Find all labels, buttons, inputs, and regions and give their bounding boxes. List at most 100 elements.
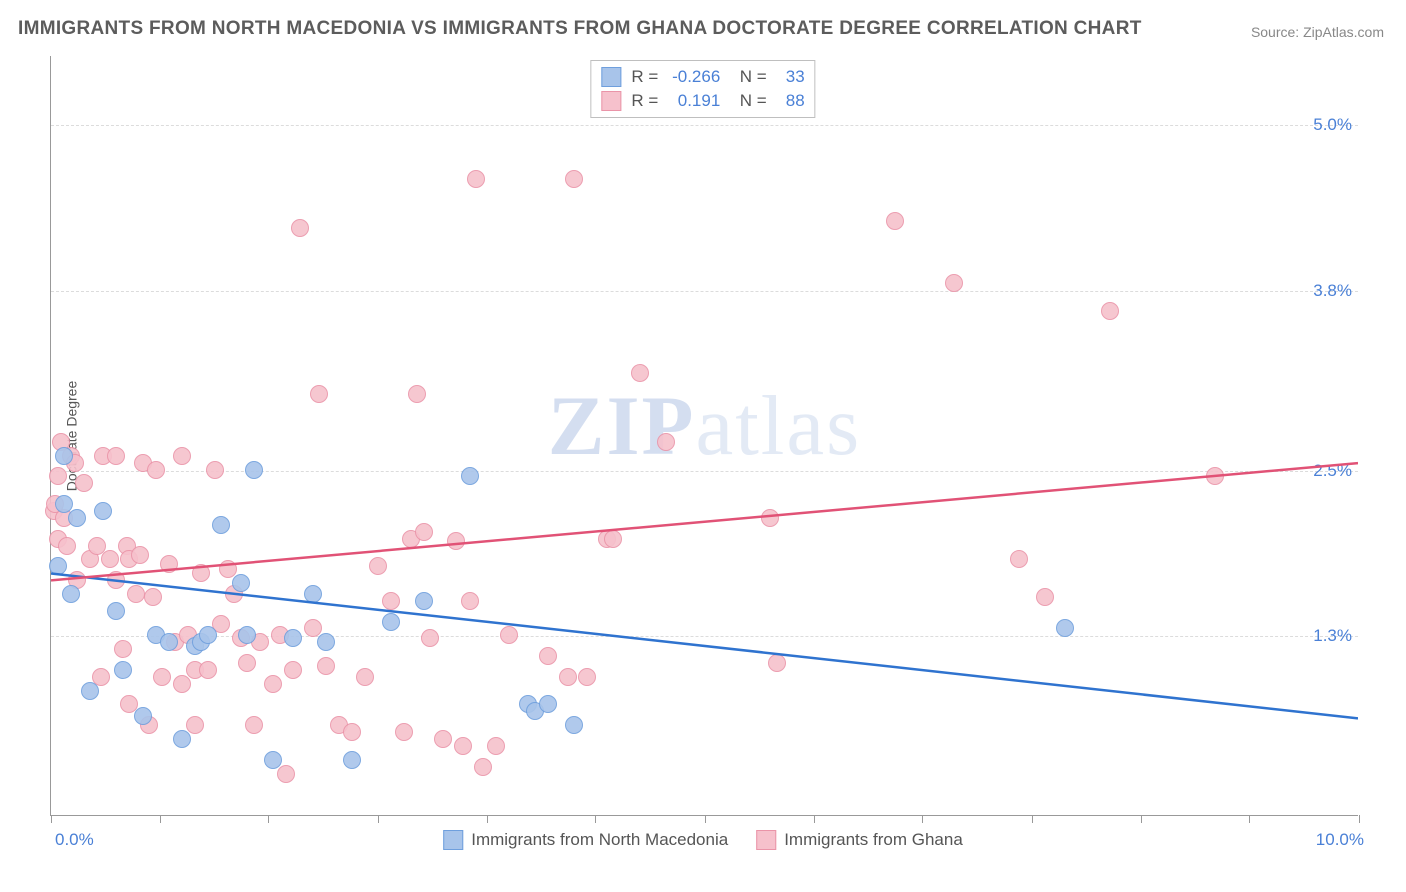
swatch-blue	[601, 67, 621, 87]
data-point-pink	[539, 647, 557, 665]
data-point-blue	[199, 626, 217, 644]
data-point-blue	[81, 682, 99, 700]
y-tick-label: 1.3%	[1313, 626, 1352, 646]
data-point-pink	[454, 737, 472, 755]
data-point-blue	[107, 602, 125, 620]
data-point-pink	[415, 523, 433, 541]
y-tick-label: 3.8%	[1313, 281, 1352, 301]
legend-row-blue: R = -0.266 N = 33	[601, 65, 804, 89]
x-tick	[1249, 815, 1250, 823]
data-point-pink	[147, 461, 165, 479]
data-point-pink	[144, 588, 162, 606]
source-label: Source: ZipAtlas.com	[1251, 24, 1384, 40]
data-point-blue	[134, 707, 152, 725]
data-point-pink	[291, 219, 309, 237]
data-point-pink	[206, 461, 224, 479]
data-point-pink	[382, 592, 400, 610]
data-point-pink	[173, 675, 191, 693]
data-point-blue	[173, 730, 191, 748]
data-point-pink	[565, 170, 583, 188]
data-point-pink	[1101, 302, 1119, 320]
data-point-blue	[68, 509, 86, 527]
data-point-blue	[62, 585, 80, 603]
data-point-pink	[447, 532, 465, 550]
data-point-pink	[886, 212, 904, 230]
data-point-pink	[474, 758, 492, 776]
y-tick-label: 2.5%	[1313, 461, 1352, 481]
data-point-pink	[277, 765, 295, 783]
trend-lines	[51, 56, 1358, 815]
x-tick	[378, 815, 379, 823]
x-tick	[922, 815, 923, 823]
swatch-pink	[601, 91, 621, 111]
data-point-pink	[945, 274, 963, 292]
data-point-pink	[421, 629, 439, 647]
x-tick	[1359, 815, 1360, 823]
watermark: ZIPatlas	[548, 377, 861, 475]
swatch-blue-icon	[443, 830, 463, 850]
data-point-pink	[192, 564, 210, 582]
data-point-pink	[500, 626, 518, 644]
data-point-blue	[49, 557, 67, 575]
data-point-pink	[768, 654, 786, 672]
data-point-blue	[461, 467, 479, 485]
data-point-pink	[578, 668, 596, 686]
data-point-pink	[559, 668, 577, 686]
data-point-pink	[369, 557, 387, 575]
x-tick	[487, 815, 488, 823]
legend-item-pink: Immigrants from Ghana	[756, 830, 963, 850]
x-tick	[814, 815, 815, 823]
x-tick	[595, 815, 596, 823]
data-point-blue	[238, 626, 256, 644]
data-point-pink	[487, 737, 505, 755]
x-tick	[705, 815, 706, 823]
x-tick	[160, 815, 161, 823]
data-point-blue	[415, 592, 433, 610]
data-point-blue	[212, 516, 230, 534]
data-point-blue	[539, 695, 557, 713]
legend-item-blue: Immigrants from North Macedonia	[443, 830, 728, 850]
data-point-blue	[1056, 619, 1074, 637]
data-point-pink	[173, 447, 191, 465]
x-tick	[268, 815, 269, 823]
data-point-pink	[153, 668, 171, 686]
x-tick	[1032, 815, 1033, 823]
data-point-blue	[284, 629, 302, 647]
data-point-pink	[631, 364, 649, 382]
data-point-blue	[94, 502, 112, 520]
swatch-pink-icon	[756, 830, 776, 850]
data-point-pink	[107, 447, 125, 465]
y-tick-label: 5.0%	[1313, 115, 1352, 135]
data-point-pink	[284, 661, 302, 679]
data-point-pink	[1010, 550, 1028, 568]
x-tick	[51, 815, 52, 823]
data-point-pink	[199, 661, 217, 679]
data-point-blue	[304, 585, 322, 603]
data-point-blue	[317, 633, 335, 651]
data-point-pink	[461, 592, 479, 610]
data-point-pink	[310, 385, 328, 403]
data-point-blue	[55, 447, 73, 465]
gridline-h	[51, 291, 1358, 292]
data-point-pink	[604, 530, 622, 548]
series-legend: Immigrants from North Macedonia Immigran…	[443, 830, 963, 850]
data-point-pink	[160, 555, 178, 573]
chart-title: IMMIGRANTS FROM NORTH MACEDONIA VS IMMIG…	[18, 18, 1142, 40]
data-point-pink	[114, 640, 132, 658]
data-point-blue	[565, 716, 583, 734]
data-point-pink	[75, 474, 93, 492]
data-point-pink	[107, 571, 125, 589]
gridline-h	[51, 125, 1358, 126]
data-point-pink	[408, 385, 426, 403]
data-point-pink	[127, 585, 145, 603]
data-point-pink	[1036, 588, 1054, 606]
legend-row-pink: R = 0.191 N = 88	[601, 89, 804, 113]
data-point-blue	[245, 461, 263, 479]
data-point-pink	[356, 668, 374, 686]
correlation-legend: R = -0.266 N = 33 R = 0.191 N = 88	[590, 60, 815, 118]
data-point-blue	[160, 633, 178, 651]
data-point-pink	[58, 537, 76, 555]
data-point-pink	[1206, 467, 1224, 485]
data-point-blue	[382, 613, 400, 631]
data-point-blue	[343, 751, 361, 769]
